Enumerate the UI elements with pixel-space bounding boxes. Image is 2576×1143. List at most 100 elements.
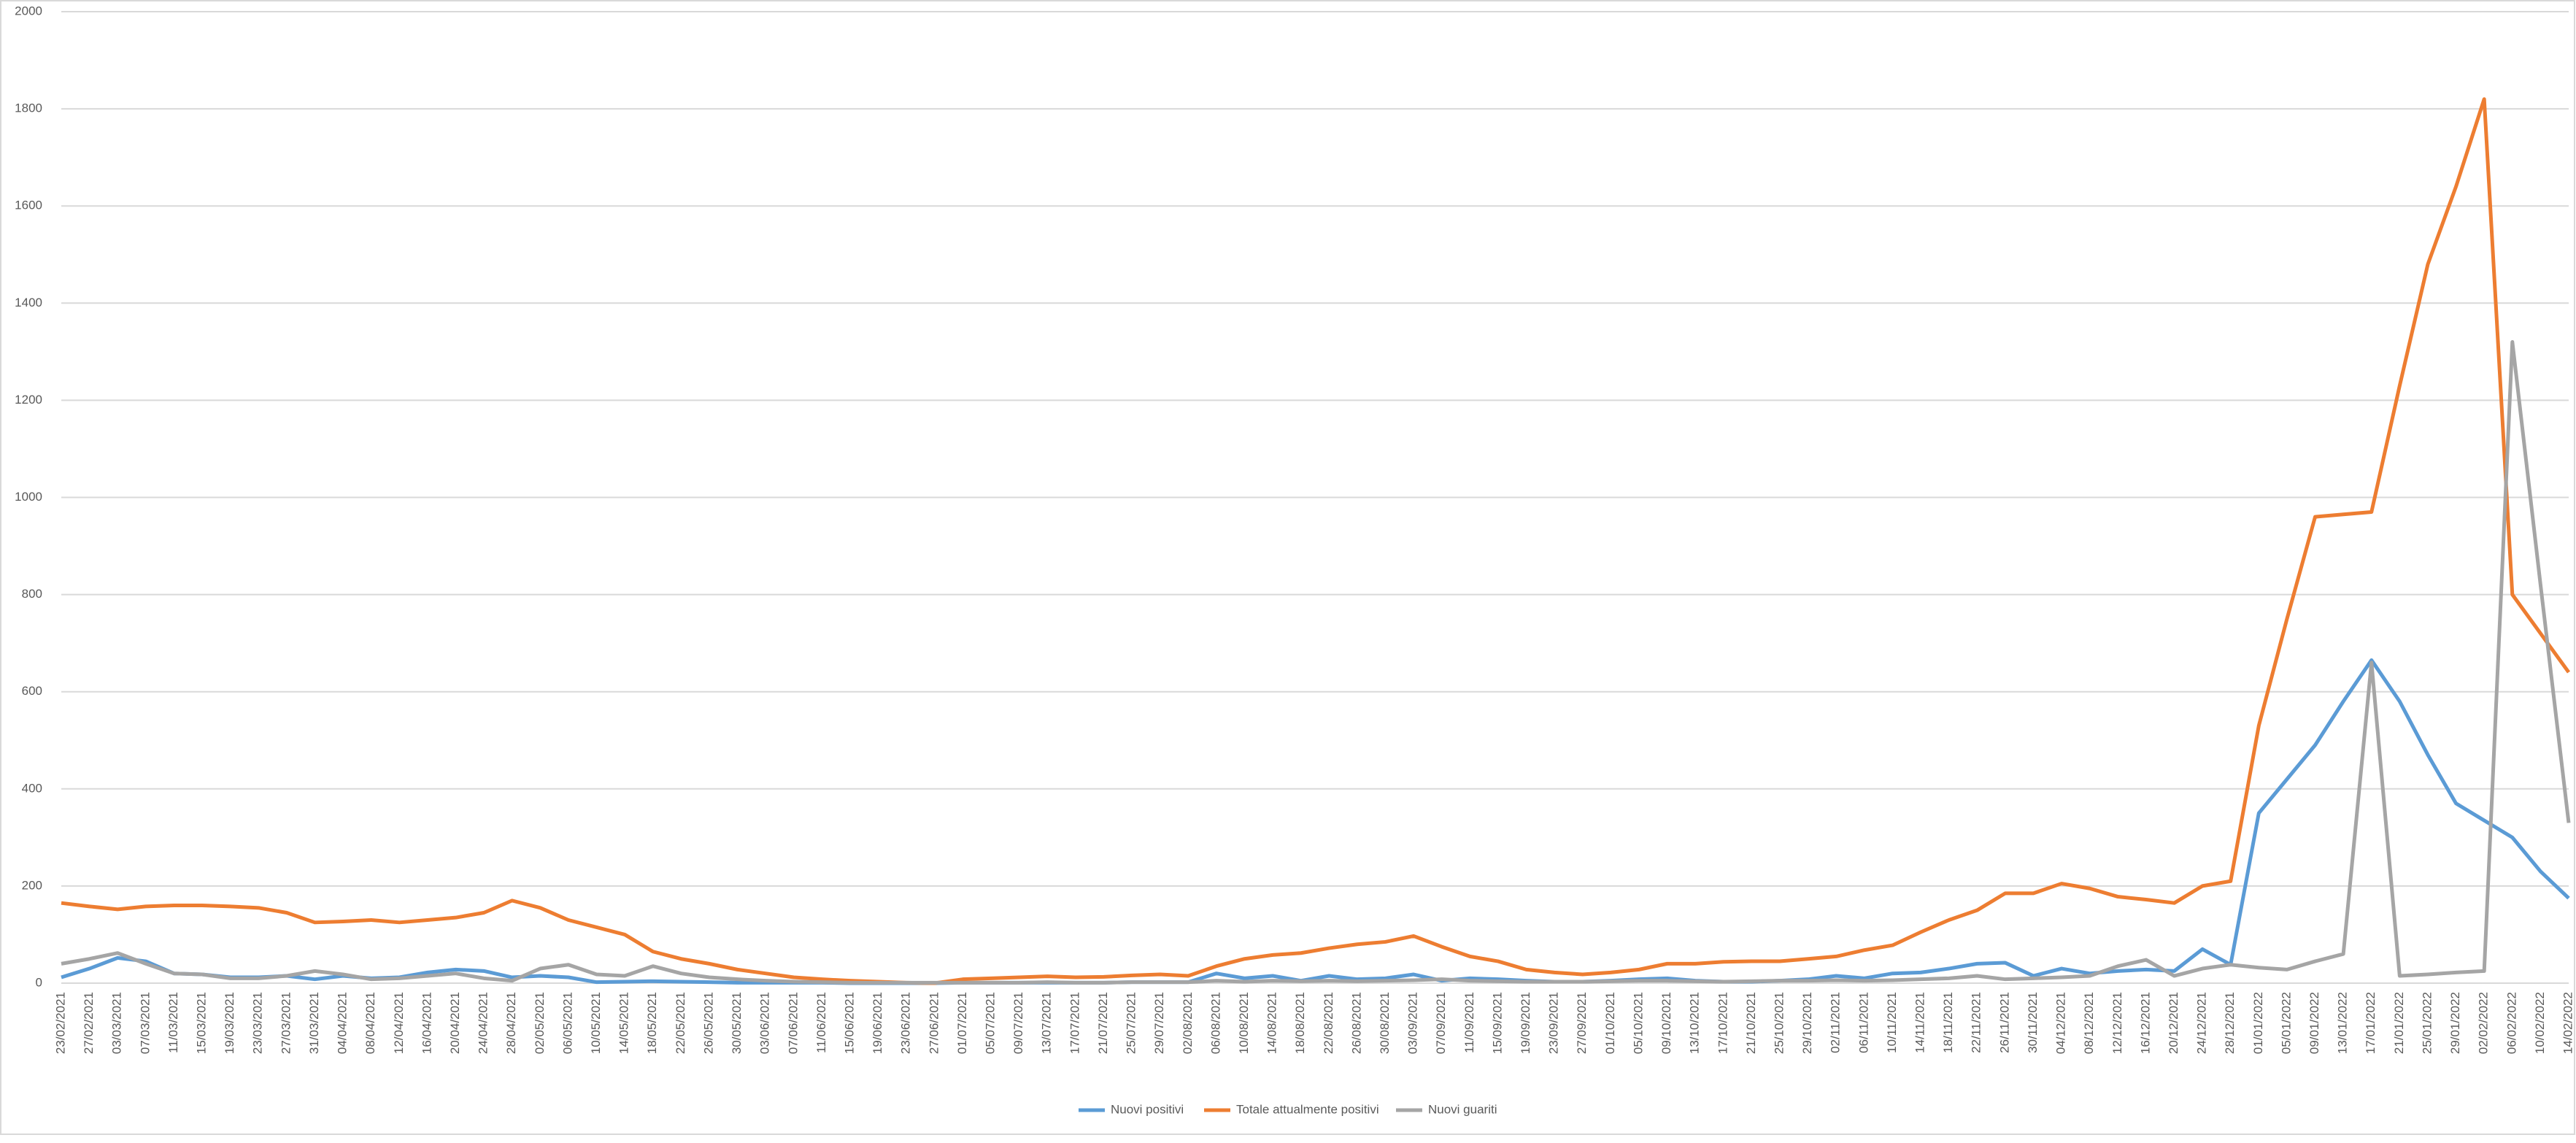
x-tick-label: 02/11/2021 bbox=[1829, 992, 1843, 1053]
x-tick-label: 13/10/2021 bbox=[1688, 992, 1702, 1054]
x-tick-label: 27/06/2021 bbox=[927, 992, 941, 1054]
x-tick-label: 25/01/2022 bbox=[2420, 992, 2434, 1054]
x-tick-label: 07/09/2021 bbox=[1434, 992, 1448, 1054]
x-tick-label: 14/02/2022 bbox=[2561, 992, 2575, 1054]
x-tick-label: 12/04/2021 bbox=[392, 992, 406, 1054]
x-tick-label: 16/04/2021 bbox=[420, 992, 433, 1054]
x-tick-label: 06/08/2021 bbox=[1208, 992, 1222, 1054]
x-tick-label: 06/05/2021 bbox=[560, 992, 574, 1054]
x-tick-label: 26/08/2021 bbox=[1349, 992, 1363, 1054]
x-tick-label: 23/02/2021 bbox=[53, 992, 67, 1054]
x-tick-label: 21/10/2021 bbox=[1744, 992, 1758, 1054]
y-tick-label: 0 bbox=[36, 975, 42, 989]
x-tick-label: 28/12/2021 bbox=[2223, 992, 2237, 1054]
series-line bbox=[61, 658, 2570, 985]
x-tick-label: 03/09/2021 bbox=[1406, 992, 1420, 1054]
x-tick-label: 11/06/2021 bbox=[814, 992, 828, 1053]
x-tick-label: 14/08/2021 bbox=[1265, 992, 1279, 1054]
x-tick-label: 25/10/2021 bbox=[1772, 992, 1786, 1054]
x-tick-label: 14/05/2021 bbox=[617, 992, 631, 1054]
x-tick-label: 18/11/2021 bbox=[1941, 992, 1955, 1053]
x-tick-label: 15/09/2021 bbox=[1490, 992, 1504, 1054]
x-tick-label: 19/06/2021 bbox=[871, 992, 884, 1054]
x-tick-label: 17/01/2022 bbox=[2364, 992, 2378, 1054]
x-tick-label: 22/11/2021 bbox=[1970, 992, 1983, 1053]
x-tick-label: 21/01/2022 bbox=[2392, 992, 2406, 1054]
x-tick-label: 23/03/2021 bbox=[251, 992, 265, 1054]
x-tick-label: 02/02/2022 bbox=[2477, 992, 2491, 1054]
x-tick-label: 09/07/2021 bbox=[1011, 992, 1025, 1054]
x-tick-label: 07/06/2021 bbox=[786, 992, 800, 1054]
x-tick-label: 17/07/2021 bbox=[1068, 992, 1081, 1054]
x-tick-label: 31/03/2021 bbox=[307, 992, 321, 1054]
x-tick-label: 15/06/2021 bbox=[842, 992, 856, 1054]
x-tick-label: 20/04/2021 bbox=[448, 992, 462, 1054]
x-tick-label: 27/03/2021 bbox=[279, 992, 293, 1054]
x-tick-label: 08/04/2021 bbox=[363, 992, 377, 1054]
x-tick-label: 01/01/2022 bbox=[2251, 992, 2265, 1054]
x-tick-label: 11/03/2021 bbox=[166, 992, 180, 1053]
x-tick-label: 09/10/2021 bbox=[1659, 992, 1673, 1054]
x-tick-label: 26/11/2021 bbox=[1997, 992, 2011, 1053]
y-tick-label: 800 bbox=[22, 587, 42, 601]
y-tick-label: 2000 bbox=[15, 4, 42, 18]
x-tick-label: 27/02/2021 bbox=[82, 992, 96, 1054]
x-tick-label: 04/04/2021 bbox=[336, 992, 350, 1054]
x-tick-label: 29/07/2021 bbox=[1152, 992, 1166, 1054]
x-tick-label: 29/10/2021 bbox=[1800, 992, 1814, 1054]
x-tick-label: 19/03/2021 bbox=[223, 992, 236, 1054]
x-tick-label: 13/01/2022 bbox=[2336, 992, 2350, 1054]
legend-label: Nuovi guariti bbox=[1428, 1102, 1497, 1116]
x-tick-label: 16/12/2021 bbox=[2138, 992, 2152, 1054]
x-tick-label: 01/10/2021 bbox=[1603, 992, 1617, 1054]
x-tick-label: 06/11/2021 bbox=[1856, 992, 1870, 1053]
x-tick-label: 11/09/2021 bbox=[1462, 992, 1476, 1053]
x-tick-label: 22/08/2021 bbox=[1322, 992, 1335, 1054]
x-tick-label: 24/12/2021 bbox=[2195, 992, 2209, 1054]
series-line bbox=[61, 97, 2571, 985]
x-tick-label: 10/11/2021 bbox=[1885, 992, 1899, 1053]
x-tick-label: 03/06/2021 bbox=[758, 992, 772, 1054]
x-tick-label: 08/12/2021 bbox=[2082, 992, 2096, 1054]
x-tick-label: 30/11/2021 bbox=[2026, 992, 2040, 1053]
y-tick-label: 1200 bbox=[15, 393, 42, 407]
x-tick-label: 02/08/2021 bbox=[1181, 992, 1195, 1054]
x-tick-label: 23/06/2021 bbox=[899, 992, 913, 1054]
y-tick-label: 1800 bbox=[15, 101, 42, 115]
y-tick-label: 600 bbox=[22, 684, 42, 698]
x-tick-label: 24/04/2021 bbox=[477, 992, 490, 1054]
x-tick-label: 30/08/2021 bbox=[1378, 992, 1392, 1054]
x-tick-label: 01/07/2021 bbox=[955, 992, 969, 1054]
x-tick-label: 21/07/2021 bbox=[1096, 992, 1110, 1054]
x-tick-label: 10/02/2022 bbox=[2533, 992, 2547, 1054]
x-tick-label: 13/07/2021 bbox=[1040, 992, 1054, 1054]
y-tick-label: 1400 bbox=[15, 296, 42, 309]
x-tick-label: 07/03/2021 bbox=[138, 992, 152, 1054]
x-tick-label: 04/12/2021 bbox=[2054, 992, 2068, 1054]
x-tick-label: 18/08/2021 bbox=[1293, 992, 1307, 1054]
x-tick-label: 09/01/2022 bbox=[2307, 992, 2321, 1054]
x-tick-label: 10/08/2021 bbox=[1237, 992, 1251, 1054]
x-tick-label: 12/12/2021 bbox=[2110, 992, 2124, 1054]
x-tick-label: 27/09/2021 bbox=[1575, 992, 1589, 1054]
x-tick-label: 05/07/2021 bbox=[984, 992, 998, 1054]
x-tick-label: 18/05/2021 bbox=[645, 992, 659, 1054]
y-tick-label: 1600 bbox=[15, 199, 42, 212]
x-tick-label: 15/03/2021 bbox=[195, 992, 209, 1054]
y-tick-label: 200 bbox=[22, 878, 42, 892]
x-tick-label: 23/09/2021 bbox=[1547, 992, 1561, 1054]
series-line bbox=[61, 340, 2571, 985]
x-tick-label: 05/01/2022 bbox=[2279, 992, 2293, 1054]
x-tick-label: 02/05/2021 bbox=[533, 992, 547, 1054]
x-tick-label: 25/07/2021 bbox=[1125, 992, 1138, 1054]
x-tick-label: 10/05/2021 bbox=[589, 992, 603, 1054]
x-tick-label: 17/10/2021 bbox=[1716, 992, 1729, 1054]
x-tick-label: 19/09/2021 bbox=[1519, 992, 1532, 1054]
x-tick-label: 30/05/2021 bbox=[730, 992, 744, 1054]
x-tick-label: 28/04/2021 bbox=[504, 992, 518, 1054]
x-tick-label: 06/02/2022 bbox=[2504, 992, 2518, 1054]
x-tick-label: 26/05/2021 bbox=[701, 992, 715, 1054]
x-tick-label: 05/10/2021 bbox=[1631, 992, 1645, 1054]
